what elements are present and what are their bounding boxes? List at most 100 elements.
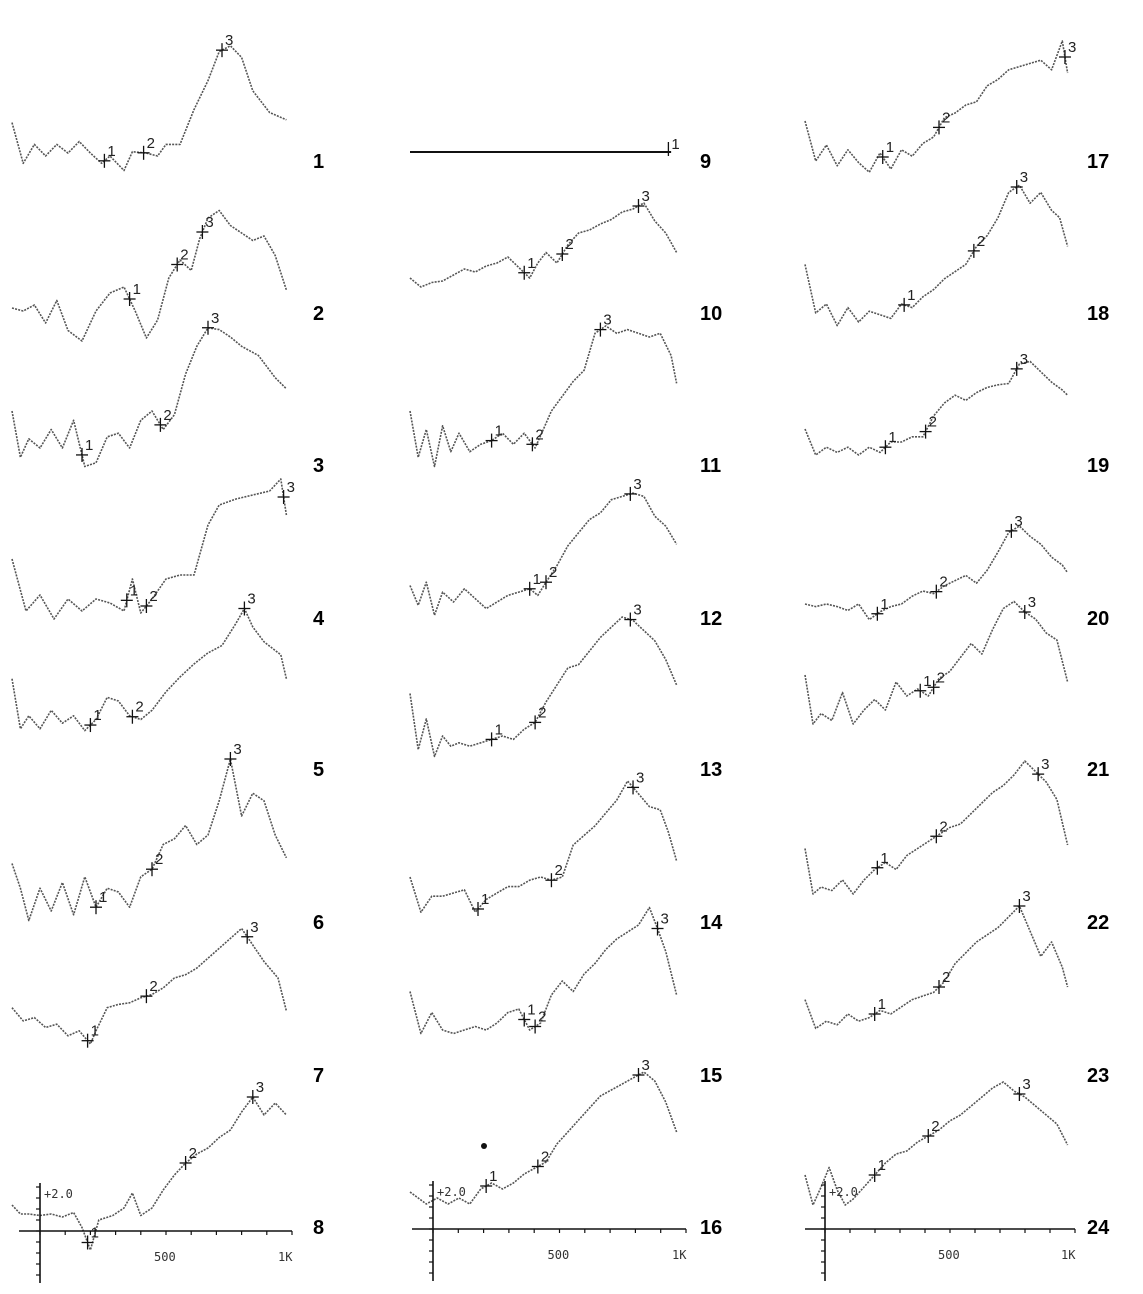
waveform-panel-1: 1 2 3 (11, 32, 287, 172)
waveform-trace (409, 202, 678, 288)
panel-number-17: 17 (1087, 151, 1109, 173)
marker-label-1: 1 (85, 437, 93, 454)
panel-number-9: 9 (700, 151, 711, 173)
waveform-trace (409, 492, 678, 616)
waveform-panel-14: 1 2 3 (409, 769, 678, 916)
waveform-panel-13: 1 2 3 (409, 602, 678, 758)
marker-label-3: 3 (1028, 594, 1036, 611)
waveform-trace (11, 45, 287, 172)
waveform-panel-18: 1 2 3 (804, 169, 1069, 327)
marker-label-2: 2 (149, 588, 157, 605)
marker-label-1: 1 (878, 1157, 886, 1174)
marker-label-1: 1 (91, 1225, 99, 1242)
panel-number-3: 3 (313, 455, 324, 477)
amplitude-max-label: +2.0 (44, 1187, 73, 1201)
marker-label-3: 3 (1041, 756, 1049, 773)
marker-label-2: 2 (931, 1118, 939, 1135)
marker-label-1: 1 (93, 707, 101, 724)
marker-label-1: 1 (878, 996, 886, 1013)
waveform-trace (804, 360, 1069, 456)
axis-layer: +2.0 500 1K +2.0 500 1K +2.0 500 1K (19, 1143, 1076, 1283)
panel-number-15: 15 (700, 1065, 722, 1087)
marker-label-3: 3 (1020, 351, 1028, 368)
marker-label-1: 1 (133, 281, 141, 298)
waveform-panel-17: 1 2 3 (804, 39, 1076, 173)
marker-label-3: 3 (287, 479, 295, 496)
panel-number-7: 7 (313, 1065, 324, 1087)
marker-label-1: 1 (489, 1168, 497, 1185)
marker-label-1: 1 (107, 143, 115, 160)
panel-number-10: 10 (700, 303, 722, 325)
waveform-panel-10: 1 2 3 (409, 188, 678, 288)
waveform-trace (409, 1071, 678, 1205)
marker-label-3: 3 (1022, 888, 1030, 905)
marker-label-1: 1 (99, 889, 107, 906)
marker-label-1: 1 (495, 423, 503, 440)
waveform-panel-24: 1 2 3 (804, 1076, 1069, 1206)
waveform-panel-12: 1 2 3 (409, 476, 678, 616)
marker-label-2: 2 (155, 851, 163, 868)
marker-label-1: 1 (130, 582, 138, 599)
panel-number-19: 19 (1087, 455, 1109, 477)
waveform-trace (804, 184, 1069, 327)
marker-label-3: 3 (205, 214, 213, 231)
panel-number-11: 11 (700, 455, 721, 477)
marker-label-1: 1 (527, 255, 535, 272)
waveform-trace (804, 525, 1069, 621)
panel-number-24: 24 (1087, 1217, 1110, 1239)
marker-label-1: 1 (886, 139, 894, 156)
marker-label-2: 2 (163, 407, 171, 424)
waveform-trace (11, 478, 288, 620)
waveform-panel-11: 1 2 3 (409, 312, 678, 468)
marker-label-3: 3 (1014, 513, 1022, 530)
panel-number-6: 6 (313, 912, 324, 934)
marker-label-3: 3 (225, 32, 233, 49)
time-end-label: 1K (672, 1248, 687, 1262)
time-mid-label: 500 (154, 1250, 176, 1264)
marker-label-1: 1 (495, 721, 503, 738)
amplitude-time-axis-3: +2.0 500 1K (805, 1181, 1076, 1281)
waveform-trace (804, 905, 1069, 1030)
marker-label-2: 2 (535, 426, 543, 443)
marker-label-3: 3 (250, 919, 258, 936)
marker-label-2: 2 (549, 564, 557, 581)
marker-label-3: 3 (1068, 39, 1076, 56)
waveform-trace (804, 760, 1069, 895)
panel-number-2: 2 (313, 303, 324, 325)
time-mid-label: 500 (548, 1248, 570, 1262)
marker-label-1: 1 (888, 429, 896, 446)
amplitude-max-label: +2.0 (437, 1185, 466, 1199)
marker-label-3: 3 (636, 769, 644, 786)
waveform-trace (409, 780, 678, 913)
waveform-panel-21: 1 23 (804, 594, 1069, 725)
waveform-panel-9: 1 (410, 136, 680, 156)
marker-label-2: 2 (189, 1145, 197, 1162)
amplitude-time-axis-2: +2.0 500 1K (412, 1181, 687, 1281)
marker-label-2: 2 (942, 969, 950, 986)
waveform-trace (11, 758, 288, 922)
waveform-trace (804, 600, 1069, 725)
waveform-panel-23: 1 2 3 (804, 888, 1069, 1030)
waveform-panel-7: 1 2 3 (11, 919, 288, 1048)
panel-number-23: 23 (1087, 1065, 1109, 1087)
marker-label-2: 2 (538, 1009, 546, 1026)
waveform-panel-16: 1 2 3 (409, 1057, 678, 1205)
marker-label-2: 2 (147, 135, 155, 152)
marker-label-2: 2 (939, 818, 947, 835)
marker-label-3: 3 (641, 1057, 649, 1074)
waveform-trace (409, 325, 678, 468)
marker-label-3: 3 (233, 741, 241, 758)
marker-label-3: 3 (603, 312, 611, 329)
marker-label-2: 2 (942, 109, 950, 126)
waveform-panel-6: 1 2 3 (11, 741, 288, 922)
marker-label-2: 2 (135, 699, 143, 716)
waveform-panel-19: 1 2 3 (804, 351, 1069, 456)
waveform-panel-4: 1 2 3 (11, 478, 295, 620)
marker-label-1: 1 (907, 287, 915, 304)
marker-label-1: 1 (527, 1002, 535, 1019)
marker-label-1: 1 (923, 673, 931, 690)
waveform-trace (409, 906, 678, 1035)
panel-number-22: 22 (1087, 912, 1109, 934)
